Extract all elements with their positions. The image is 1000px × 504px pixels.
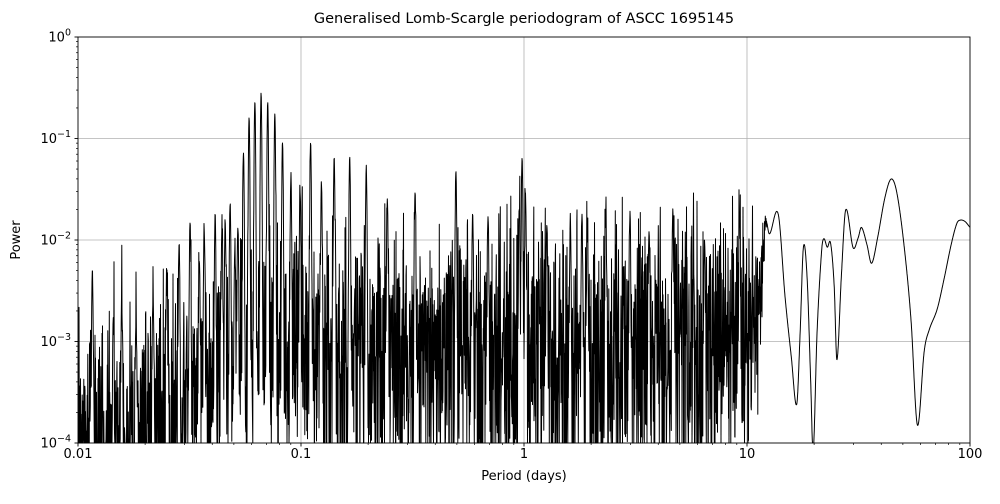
axes-layer bbox=[74, 36, 971, 447]
y-tick-label: 10−3 bbox=[40, 332, 71, 350]
x-tick-label: 10 bbox=[739, 447, 756, 462]
y-tick-label: 10−4 bbox=[40, 434, 71, 452]
y-tick-label: 100 bbox=[48, 28, 71, 46]
y-tick-label: 10−2 bbox=[40, 231, 71, 249]
chart-title: Generalised Lomb-Scargle periodogram of … bbox=[314, 11, 734, 27]
x-tick-label: 0.1 bbox=[291, 447, 312, 462]
x-tick-label: 1 bbox=[520, 447, 528, 462]
y-tick-label: 10−1 bbox=[40, 129, 71, 147]
x-axis-label: Period (days) bbox=[481, 469, 567, 484]
y-axis-label: Power bbox=[9, 220, 24, 260]
x-tick-label: 100 bbox=[958, 447, 983, 462]
data-layer bbox=[77, 92, 971, 444]
x-tick-label: 0.01 bbox=[64, 447, 93, 462]
tick-label-layer: 0.01 0.1 1 10 100 100 10−1 10−2 10−3 10−4 bbox=[40, 28, 982, 463]
periodogram-line bbox=[77, 92, 971, 444]
